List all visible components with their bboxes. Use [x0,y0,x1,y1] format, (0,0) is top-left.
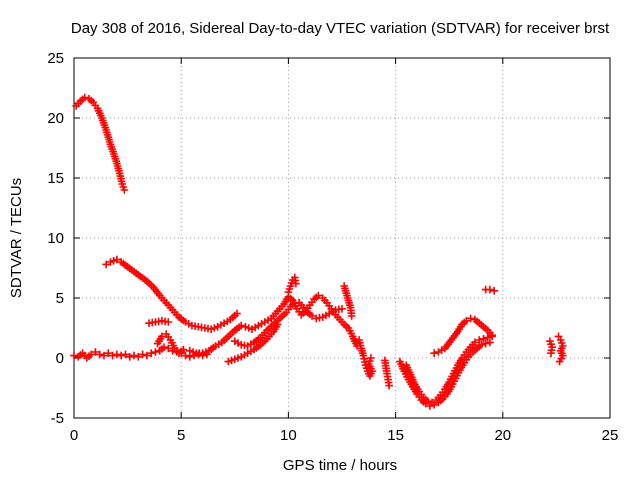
y-tick-label: 20 [47,110,64,127]
axis-ticks: 0 5 10 15 20 25 -5 0 5 10 15 20 25 [47,50,618,444]
data-point [547,349,555,357]
data-point [179,345,188,354]
y-tick-label: 15 [47,170,64,187]
data-point [471,338,479,347]
data-point [151,348,160,356]
data-point [462,317,471,325]
data-point [488,331,496,339]
data-point [147,349,155,357]
data-point [134,353,143,361]
data-point [125,353,134,361]
data-point [143,351,151,360]
data-point [361,361,370,369]
data-point [121,350,130,359]
data-point [292,279,300,288]
data-point [237,321,246,330]
data-point [95,350,104,359]
data-point [158,332,166,341]
data-point [385,381,393,390]
data-point [284,288,293,296]
data-point [241,323,250,331]
data-point [119,183,128,191]
chart-title: Day 308 of 2016, Sidereal Day-to-day VTE… [71,20,610,37]
y-tick-label: 10 [47,230,64,247]
data-point [130,351,138,360]
data-point [555,357,564,366]
data-point [118,180,127,188]
y-tick-label: 25 [47,50,64,67]
data-point [308,312,316,320]
data-point [102,260,110,269]
x-axis-label: GPS time / hours [283,457,397,474]
x-tick-label: 15 [387,427,404,444]
data-point [428,398,436,407]
data-point [160,343,168,351]
data-point [233,309,241,318]
data-point [181,351,190,360]
y-tick-label: -5 [51,410,64,427]
data-point [113,255,121,264]
data-point [231,355,239,363]
data-point [80,93,89,102]
data-point [185,353,194,361]
data-point [164,318,173,326]
data-point [108,351,117,360]
data-point [483,333,492,342]
x-tick-label: 0 [70,427,78,444]
data-point [423,397,432,405]
data-point [481,339,490,348]
data-point [109,257,118,265]
data-point [486,285,494,294]
data-point [314,291,323,300]
y-tick-label: 5 [56,290,64,307]
data-points [70,93,567,410]
data-point [486,338,494,347]
data-point [366,357,374,365]
data-point [138,350,147,359]
data-point [286,282,295,290]
data-point [164,344,173,353]
data-point [490,287,499,295]
y-tick-label: 0 [56,350,64,367]
data-point [87,350,95,359]
grid-lines [74,58,610,418]
data-point [117,351,125,360]
data-point [113,350,121,359]
data-point [466,314,475,323]
x-tick-label: 25 [602,427,619,444]
data-point [227,356,236,365]
data-point [120,186,129,194]
data-point [244,324,253,332]
data-point [100,351,108,360]
data-point [556,336,565,344]
x-tick-label: 20 [494,427,511,444]
x-tick-label: 5 [177,427,185,444]
data-point [185,347,194,355]
data-point [70,351,78,360]
data-point [365,360,373,368]
data-point [430,349,438,357]
data-point [347,312,356,320]
data-point [207,325,216,333]
data-point [104,349,113,357]
data-point [477,341,486,349]
data-point [273,320,282,329]
data-point [479,335,488,343]
x-tick-label: 10 [280,427,297,444]
data-point [367,354,375,362]
data-point [91,348,100,356]
data-point [234,354,242,362]
y-axis-label: SDTVAR / TECUs [8,178,25,298]
data-point [475,336,484,344]
data-point [285,285,294,293]
data-point [224,357,233,366]
data-point [338,305,346,313]
data-point [210,324,219,332]
data-point [546,337,554,345]
data-point [547,340,555,348]
